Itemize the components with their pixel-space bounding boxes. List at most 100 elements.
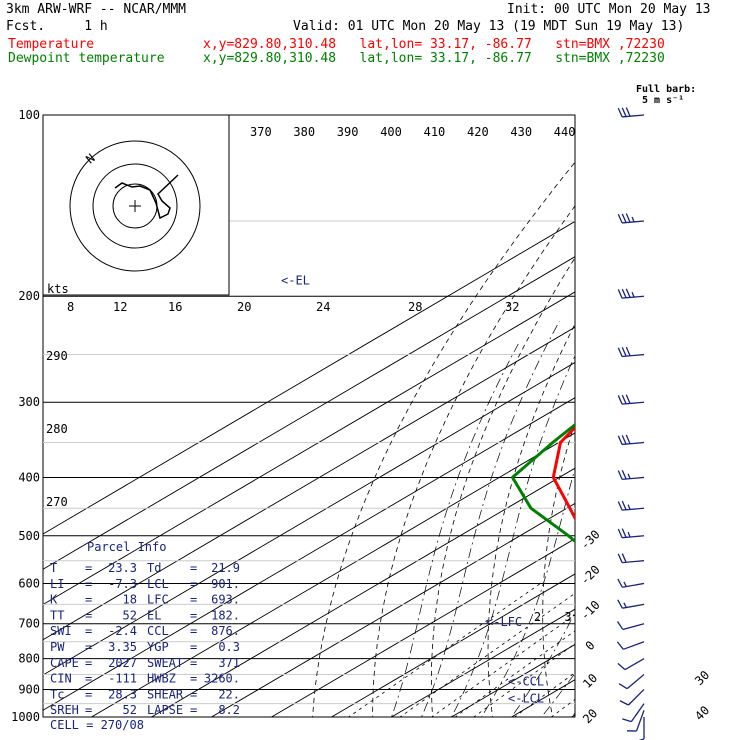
hodograph-speed-label: 16 [168, 300, 182, 314]
mixing-ratio-line [454, 630, 575, 717]
parcel-param-value: 23.3 [108, 561, 137, 575]
parcel-param-equals: = [85, 640, 92, 654]
temperature-tick-label: 30 [692, 668, 712, 688]
wind-barb-half [627, 531, 631, 538]
pressure-tick-label: 300 [18, 395, 40, 409]
wind-barb-full [621, 500, 627, 511]
moist-adiabat [541, 672, 575, 717]
temperature-tick-label: -20 [578, 563, 603, 588]
moist-adiabat [678, 115, 740, 730]
wind-barb [617, 434, 645, 446]
wind-barb-full [621, 288, 627, 299]
moist-adiabat [511, 611, 575, 717]
wind-barb-shaft [627, 688, 645, 706]
isotherm-line [270, 538, 575, 717]
wind-barb-shaft [623, 641, 645, 650]
dry-adiabat [430, 257, 575, 717]
parcel-param-value: 876. [211, 624, 240, 638]
hodograph-speed-label: 28 [408, 300, 422, 314]
wind-barb [616, 641, 645, 650]
isotherm-line [390, 608, 575, 717]
wind-barb-full [625, 394, 631, 404]
temperature-tick-label: 20 [580, 706, 600, 726]
parcel-param-name: SWI [50, 624, 72, 638]
wind-barb [626, 710, 645, 732]
parcel-param-equals: = [190, 593, 197, 607]
isotherm-line [43, 256, 575, 570]
dry-adiabat [542, 421, 575, 717]
dewpoint-legend-name: Dewpoint temperature [8, 51, 165, 66]
moist-adiabat [481, 467, 575, 717]
parcel-param-value: -111 [108, 672, 137, 686]
parcel-param-name: K [50, 593, 58, 607]
hodograph-box [42, 114, 230, 296]
dry-adiabat [647, 115, 740, 730]
parcel-param-value: 693. [211, 593, 240, 607]
wind-barb [617, 470, 645, 481]
parcel-cell-line: CELL = 270/08 [50, 718, 144, 732]
wind-barb-shaft [626, 674, 645, 690]
temperature-tick-label: -10 [578, 598, 603, 623]
wind-barb [617, 346, 645, 358]
temperature-legend-name: Temperature [8, 37, 95, 52]
parcel-param-equals: = [85, 687, 92, 701]
parcel-param-value: 8.2 [218, 703, 240, 717]
parcel-info-title: Parcel Info [87, 540, 166, 554]
parcel-param-equals: = [190, 703, 197, 717]
wind-barb-full [625, 288, 631, 298]
hodograph-speed-label: 24 [316, 300, 330, 314]
parcel-param-equals: = [190, 656, 197, 670]
parcel-param-value: 3.35 [108, 640, 137, 654]
level-marker-el: <-EL [281, 274, 310, 288]
wind-barb-full [625, 346, 631, 357]
pressure-tick-label: 200 [18, 289, 40, 303]
isotherm-line [43, 220, 575, 535]
moist-adiabat [619, 115, 740, 730]
dewpoint-legend-location: x,y=829.80,310.48 lat,lon= 33.17, -86.77… [203, 51, 665, 66]
parcel-param-value: -2.4 [108, 624, 137, 638]
theta-label: 370 [250, 125, 272, 139]
mixing-ratio-line [399, 592, 575, 717]
wind-barb-full [625, 434, 631, 445]
wind-barb [617, 553, 645, 564]
parcel-param-value: 28.3 [108, 687, 137, 701]
parcel-param-name: PW [50, 640, 65, 654]
wind-barb-full [617, 553, 623, 563]
hodograph-ring [92, 163, 178, 249]
hodograph-speed-label: 8 [67, 300, 74, 314]
wind-barb-full [621, 553, 627, 563]
wind-barb [618, 674, 645, 690]
hodograph-speed-label: 12 [113, 300, 127, 314]
wind-barb-full [617, 289, 623, 299]
parcel-param-name: SWEAT [147, 656, 183, 670]
theta-label: 430 [510, 125, 532, 139]
temperature-tick-label: 10 [580, 671, 600, 691]
theta-label: 410 [424, 125, 446, 139]
isotherm-line [330, 573, 575, 717]
barb-note-line2: 5 m s⁻¹ [642, 95, 685, 106]
hodograph-speed-label: 20 [237, 300, 251, 314]
parcel-param-name: LFC [147, 593, 169, 607]
moist-adiabat [391, 343, 519, 717]
wind-barb-half [627, 504, 631, 510]
wind-barb-full [617, 107, 623, 118]
isotherm-line [210, 502, 575, 717]
wind-barb-shaft [630, 703, 645, 722]
wind-barb-half [623, 581, 627, 587]
barb-note-line1: Full barb: [636, 84, 697, 95]
parcel-param-equals: = [85, 577, 92, 591]
forecast-hour: Fcst. 1 h [6, 19, 108, 34]
wind-barb [617, 394, 645, 405]
wind-barb-half [631, 292, 635, 298]
wind-barb [616, 621, 645, 631]
wind-barb-half [627, 473, 631, 479]
isotherm-line [450, 643, 575, 717]
wind-barb-full [617, 213, 623, 224]
wind-barb [617, 500, 645, 511]
parcel-param-equals: = [85, 703, 92, 717]
parcel-param-value: 18 [123, 593, 137, 607]
parcel-param-name: EL [147, 608, 161, 622]
isotherm-line [90, 432, 575, 717]
parcel-param-value: 52 [123, 608, 137, 622]
isotherm-line [43, 397, 575, 711]
